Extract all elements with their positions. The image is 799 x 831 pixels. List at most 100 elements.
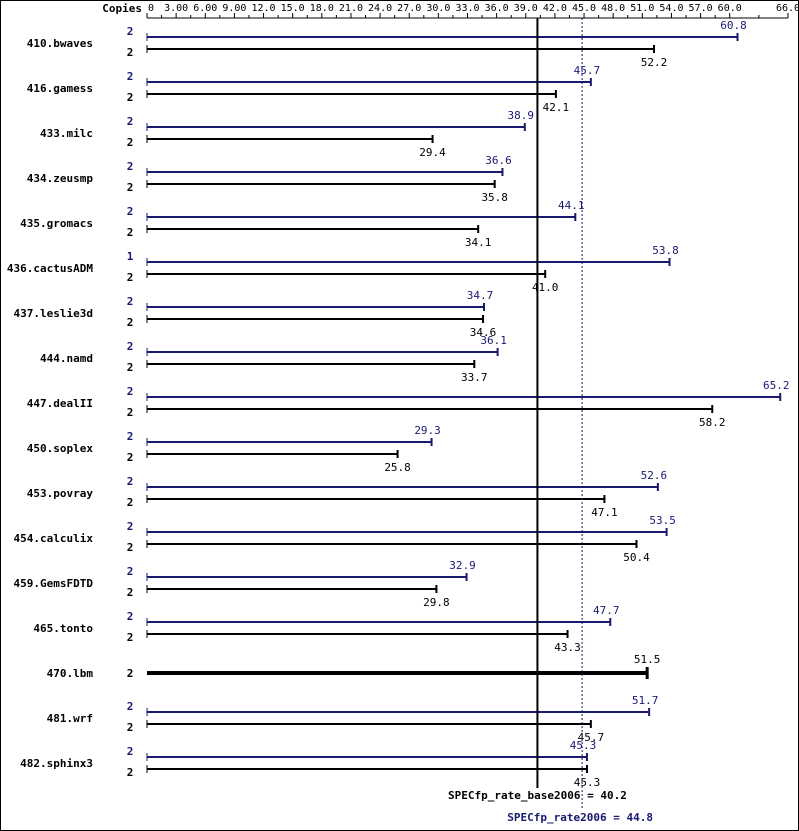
x-tick-label: 3.00 [164,3,188,14]
benchmark-row: 444.namd 2 2 36.1 33.7 [40,334,507,384]
base-copies: 2 [127,361,134,374]
benchmark-row: 481.wrf 2 2 51.7 45.7 [47,694,659,744]
x-tick-label: 42.0 [543,3,567,14]
peak-copies: 2 [127,25,134,38]
peak-mean-label: SPECfp_rate2006 = 44.8 [507,811,653,824]
base-copies: 2 [127,721,134,734]
peak-value-label: 45.3 [570,739,597,752]
base-value-label: 58.2 [699,416,726,429]
benchmark-row: 447.dealII 2 2 65.2 58.2 [27,379,790,429]
benchmark-name: 481.wrf [47,712,93,725]
peak-value-label: 45.7 [574,64,601,77]
base-value-label: 41.0 [532,281,559,294]
base-copies: 2 [127,406,134,419]
base-copies: 2 [127,766,134,779]
base-value-label: 45.7 [578,731,605,744]
peak-copies: 2 [127,430,134,443]
benchmark-row: 465.tonto 2 2 47.7 43.3 [33,604,619,654]
x-tick-label: 57.0 [689,3,713,14]
x-tick-label: 12.0 [251,3,275,14]
x-tick-label: 27.0 [397,3,421,14]
peak-value-label: 51.7 [632,694,659,707]
base-value-label: 42.1 [543,101,570,114]
bars: 410.bwaves 2 2 60.8 52.2 416.gamess 2 2 45.7 42.1… [7,19,790,789]
x-tick-label: 18.0 [310,3,334,14]
benchmark-name: 436.cactusADM [7,262,93,275]
benchmark-name: 437.leslie3d [14,307,93,320]
peak-copies: 2 [127,205,134,218]
peak-value-label: 65.2 [763,379,790,392]
peak-copies: 2 [127,565,134,578]
benchmark-row: 454.calculix 2 2 53.5 50.4 [14,514,676,564]
base-value-label: 34.1 [465,236,492,249]
peak-copies: 2 [127,700,134,713]
peak-value-label: 52.6 [641,469,668,482]
copies-header: Copies [102,2,142,15]
peak-copies: 2 [127,160,134,173]
base-value-label: 34.6 [470,326,497,339]
peak-copies: 2 [127,115,134,128]
benchmark-name: 444.namd [40,352,93,365]
peak-value-label: 60.8 [720,19,747,32]
benchmark-name: 482.sphinx3 [20,757,93,770]
base-copies: 2 [127,136,134,149]
peak-value-label: 29.3 [414,424,441,437]
benchmark-row: 450.soplex 2 2 29.3 25.8 [27,424,441,474]
benchmark-name: 434.zeusmp [27,172,94,185]
benchmark-name: 453.povray [27,487,94,500]
peak-copies: 1 [127,250,134,263]
base-mean-label: SPECfp_rate_base2006 = 40.2 [448,789,627,802]
benchmark-row: 459.GemsFDTD 2 2 32.9 29.8 [14,559,476,609]
benchmark-name: 459.GemsFDTD [14,577,94,590]
x-tick-label: 39.0 [514,3,538,14]
base-value-label: 51.5 [634,653,661,666]
base-value-label: 33.7 [461,371,488,384]
x-tick-label: 30.0 [426,3,450,14]
benchmark-name: 416.gamess [27,82,93,95]
x-tick-label: 15.0 [281,3,305,14]
benchmark-name: 454.calculix [14,532,94,545]
x-tick-label: 21.0 [339,3,363,14]
peak-copies: 2 [127,385,134,398]
x-tick-label: 54.0 [659,3,683,14]
benchmark-row: 434.zeusmp 2 2 36.6 35.8 [27,154,512,204]
benchmark-row: 470.lbm 2 51.5 [47,653,661,680]
base-value-label: 47.1 [591,506,618,519]
x-axis: 0 3.00 6.00 9.00 12.0 15.0 18.0 21.0 24.0 27.0 30.… [146,3,799,19]
benchmark-row: 435.gromacs 2 2 44.1 34.1 [20,199,584,249]
base-value-label: 25.8 [384,461,411,474]
benchmark-row: 482.sphinx3 2 2 45.3 45.3 [20,739,600,789]
base-copies: 2 [127,316,134,329]
benchmark-row: 453.povray 2 2 52.6 47.1 [27,469,667,519]
x-tick-label: 36.0 [485,3,509,14]
base-value-label: 52.2 [641,56,668,69]
base-value-label: 29.4 [419,146,446,159]
peak-value-label: 53.5 [649,514,676,527]
peak-value-label: 32.9 [449,559,476,572]
x-tick-label: 66.0 [776,3,799,14]
base-copies: 2 [127,541,134,554]
x-tick-label: 51.0 [630,3,654,14]
benchmark-name: 410.bwaves [27,37,93,50]
base-copies: 2 [127,586,134,599]
base-copies: 2 [127,226,134,239]
base-copies: 2 [127,46,134,59]
x-tick-label: 24.0 [368,3,392,14]
x-tick-label: 48.0 [601,3,625,14]
peak-copies: 2 [127,295,134,308]
benchmark-name: 470.lbm [47,667,94,680]
base-copies: 2 [127,667,134,680]
peak-value-label: 36.1 [480,334,507,347]
peak-copies: 2 [127,475,134,488]
peak-value-label: 47.7 [593,604,620,617]
base-copies: 2 [127,181,134,194]
benchmark-row: 437.leslie3d 2 2 34.7 34.6 [14,289,497,339]
base-value-label: 29.8 [423,596,450,609]
peak-copies: 2 [127,520,134,533]
mean-lines: SPECfp_rate_base2006 = 40.2 SPECfp_rate20… [448,18,653,824]
peak-value-label: 53.8 [652,244,679,257]
x-tick-label: 9.00 [222,3,246,14]
benchmark-name: 450.soplex [27,442,94,455]
benchmark-row: 410.bwaves 2 2 60.8 52.2 [27,19,747,69]
